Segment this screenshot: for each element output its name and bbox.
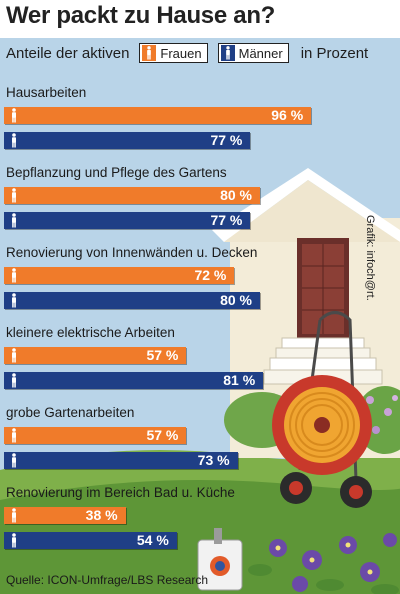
person-icon: [9, 533, 19, 548]
data-label: 96 %: [271, 107, 304, 123]
person-icon: [9, 348, 19, 363]
subtitle-row: Anteile der aktiven Frauen Männer in Pro…: [6, 42, 368, 64]
graphic-credit: Grafik: infoch@rt.: [364, 215, 376, 301]
person-icon: [9, 188, 19, 203]
person-icon: [9, 108, 19, 123]
person-icon: [9, 268, 19, 283]
bar-men: 81 %: [4, 372, 264, 389]
legend-label-women: Frauen: [160, 45, 202, 61]
person-icon: [9, 213, 19, 228]
category-label: Bepflanzung und Pflege des Gartens: [6, 165, 227, 180]
subtitle-unit: in Prozent: [300, 44, 369, 62]
bar-women: 72 %: [4, 267, 235, 284]
bar-women: 96 %: [4, 107, 312, 124]
category-label: Renovierung im Bereich Bad u. Küche: [6, 485, 235, 500]
bar-men: 54 %: [4, 532, 177, 549]
data-label: 81 %: [223, 372, 256, 388]
bar-women: 57 %: [4, 347, 187, 364]
bar-men: 80 %: [4, 292, 260, 309]
bar-men: 73 %: [4, 452, 238, 469]
data-label: 73 %: [197, 452, 230, 468]
women-swatch: [142, 45, 157, 61]
men-swatch: [220, 45, 235, 61]
legend-label-men: Männer: [238, 45, 283, 61]
data-label: 77 %: [210, 212, 243, 228]
legend-item-men: Männer: [217, 43, 289, 63]
person-icon: [9, 453, 19, 468]
chart-title: Wer packt zu Hause an?: [6, 2, 276, 29]
person-icon: [9, 133, 19, 148]
data-label: 80 %: [220, 292, 252, 308]
bar-women: 80 %: [4, 187, 260, 204]
subtitle: Anteile der aktiven: [6, 44, 130, 62]
bar-men: 77 %: [4, 132, 251, 149]
bar-women: 57 %: [4, 427, 187, 444]
header-band: [0, 0, 400, 38]
category-label: grobe Gartenarbeiten: [6, 405, 135, 420]
person-icon: [9, 373, 19, 388]
person-icon: [9, 508, 19, 523]
data-label: 57 %: [146, 427, 179, 443]
data-label: 57 %: [146, 347, 179, 363]
person-icon: [9, 293, 19, 308]
bar-women: 38 %: [4, 507, 126, 524]
legend-item-women: Frauen: [139, 43, 208, 63]
data-label: 77 %: [210, 132, 243, 148]
category-label: Renovierung von Innenwänden u. Decken: [6, 245, 258, 260]
data-label: 54 %: [136, 532, 169, 548]
data-label: 72 %: [194, 267, 227, 283]
category-label: Hausarbeiten: [6, 85, 87, 100]
category-label: kleinere elektrische Arbeiten: [6, 325, 175, 340]
bar-men: 77 %: [4, 212, 251, 229]
data-label: 38 %: [85, 507, 118, 523]
source-note: Quelle: ICON-Umfrage/LBS Research: [6, 573, 209, 587]
data-label: 80 %: [220, 187, 252, 203]
person-icon: [9, 428, 19, 443]
